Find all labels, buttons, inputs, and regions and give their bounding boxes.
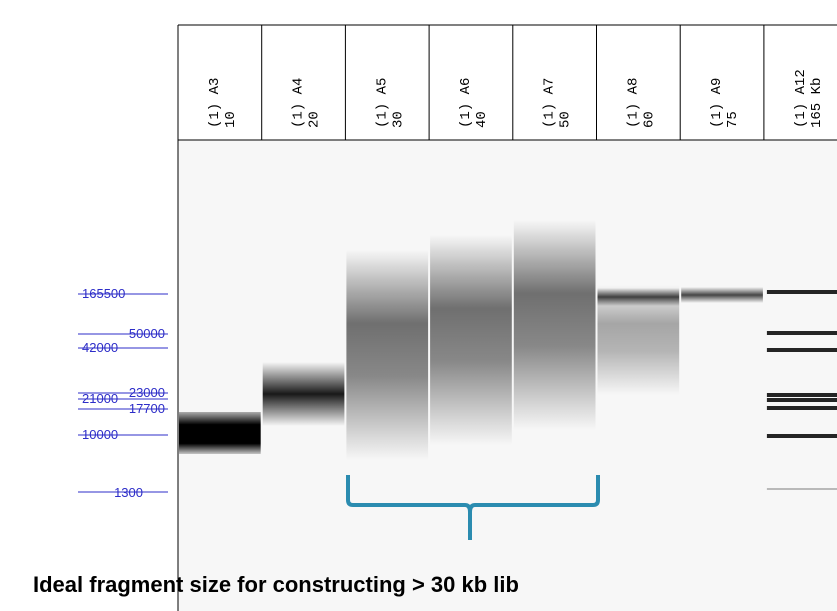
lane-name: (1) A5 <box>374 78 390 128</box>
lane-name: (1) A9 <box>709 78 725 128</box>
lane-name: (1) A4 <box>291 78 307 128</box>
lane-value: 60 <box>641 111 657 128</box>
ladder-band <box>767 348 837 352</box>
ladder-band <box>767 488 837 490</box>
gel-figure: (1) A310 (1) A420 (1) A530 (1) A640 (1) A750… <box>0 0 837 611</box>
smear <box>346 250 428 460</box>
lane-value: 40 <box>474 111 490 128</box>
lane-value: 165 Kb <box>809 78 825 128</box>
band <box>598 288 680 306</box>
lane-value: 50 <box>558 111 574 128</box>
smear <box>430 235 512 445</box>
lane-name: (1) A3 <box>207 78 223 128</box>
band <box>179 412 261 454</box>
lane-name: (1) A8 <box>625 78 641 128</box>
ladder-band <box>767 398 837 402</box>
lane-name: (1) A6 <box>458 78 474 128</box>
band <box>681 287 763 303</box>
ladder-band <box>767 393 837 397</box>
lane-value: 75 <box>725 111 741 128</box>
caption: Ideal fragment size for constructing > 3… <box>33 572 519 597</box>
lane-name: (1) A12 <box>793 69 809 128</box>
lane-value: 10 <box>223 111 239 128</box>
lane-name: (1) A7 <box>542 78 558 128</box>
band <box>263 362 345 426</box>
ladder-band <box>767 406 837 410</box>
lane-value: 30 <box>390 111 406 128</box>
lane-value: 20 <box>307 111 323 128</box>
ladder-band <box>767 434 837 438</box>
smear <box>514 220 596 430</box>
ladder-band <box>767 331 837 335</box>
ladder-band <box>767 290 837 294</box>
